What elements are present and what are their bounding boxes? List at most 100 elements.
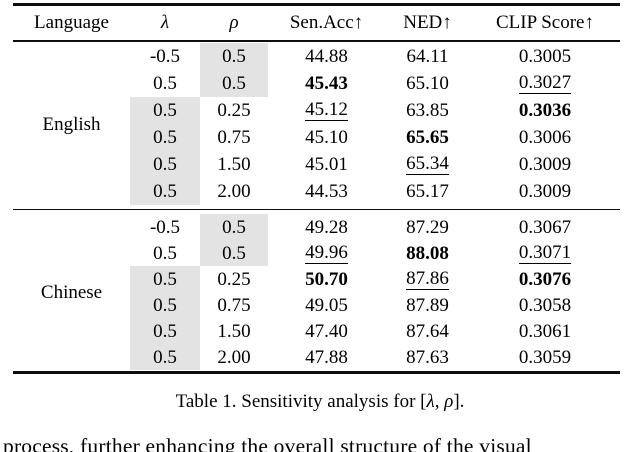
- cell-clip: 0.3076: [470, 266, 620, 292]
- cell-ned: 87.64: [385, 318, 470, 344]
- cell-value: 0.3006: [518, 127, 572, 148]
- column-header-lambda: λ: [160, 11, 170, 33]
- cell-lambda: 0.5: [130, 70, 200, 97]
- cell-rho: 0.5: [200, 214, 268, 240]
- cell-value: 0.3071: [518, 241, 572, 264]
- cell-value: 0.5: [222, 73, 246, 94]
- cell-sen: 44.88: [268, 43, 385, 70]
- cell-sen: 45.10: [268, 124, 385, 151]
- cell-value: 0.3058: [518, 294, 572, 316]
- column-header-language: Language: [34, 11, 109, 33]
- cell-value: 0.5: [222, 242, 246, 264]
- cell-value: 47.40: [305, 320, 348, 342]
- cell-rho: 2.00: [200, 344, 268, 370]
- cell-value: 0.75: [217, 294, 251, 316]
- cell-sen: 45.43: [268, 70, 385, 97]
- cell-value: 0.5: [153, 73, 177, 94]
- table-section-english: English -0.5 0.5 44.88 64.11 0.3005 0.5 0.5 45.4…: [13, 43, 620, 205]
- cell-ned: 87.89: [385, 292, 470, 318]
- cell-value: 0.5: [222, 46, 246, 67]
- cell-value: 0.5: [222, 216, 246, 238]
- cell-value: 0.5: [153, 268, 177, 290]
- cell-clip: 0.3071: [470, 240, 620, 266]
- cell-value: 87.89: [406, 294, 449, 316]
- language-label: Chinese: [40, 281, 103, 303]
- cell-value: 0.3005: [518, 46, 572, 67]
- cell-value: 87.86: [406, 267, 449, 290]
- cell-value: 0.5: [153, 320, 177, 342]
- cell-value: 44.88: [305, 46, 348, 67]
- cell-value: 45.10: [305, 127, 348, 148]
- table-top-rule: [13, 3, 620, 6]
- table-header-rule: [13, 40, 620, 42]
- cell-lambda: 0.5: [130, 292, 200, 318]
- cell-ned: 64.11: [385, 43, 470, 70]
- cell-rho: 0.25: [200, 97, 268, 124]
- cell-rho: 0.75: [200, 124, 268, 151]
- cell-sen: 49.96: [268, 240, 385, 266]
- cell-clip: 0.3009: [470, 151, 620, 178]
- table-section-chinese: Chinese -0.5 0.5 49.28 87.29 0.3067 0.5 0.5 49.9…: [13, 214, 620, 370]
- cell-value: 0.3009: [518, 154, 572, 175]
- cell-value: 2.00: [217, 181, 251, 202]
- cell-value: 0.75: [217, 127, 251, 148]
- cell-value: 0.5: [153, 346, 177, 368]
- cell-rho: 1.50: [200, 151, 268, 178]
- cell-value: 64.11: [406, 46, 449, 67]
- cell-ned: 65.10: [385, 70, 470, 97]
- cell-clip: 0.3036: [470, 97, 620, 124]
- cell-value: 0.3009: [518, 181, 572, 202]
- cell-value: 0.5: [153, 294, 177, 316]
- cell-value: 88.08: [406, 242, 449, 264]
- table-section-divider-rule: [13, 208, 620, 211]
- cell-value: 49.96: [305, 241, 348, 264]
- cell-value: 87.29: [406, 216, 449, 238]
- cell-value: -0.5: [149, 216, 181, 238]
- table-caption-suffix: ].: [453, 391, 465, 412]
- cell-sen: 47.40: [268, 318, 385, 344]
- cell-value: 0.3076: [518, 268, 572, 290]
- cell-value: 0.5: [153, 181, 177, 202]
- cell-lambda: 0.5: [130, 151, 200, 178]
- cell-value: 0.5: [153, 154, 177, 175]
- cell-value: 65.17: [406, 181, 449, 202]
- cell-value: 47.88: [305, 346, 348, 368]
- cell-value: 44.53: [305, 181, 348, 202]
- cell-value: 0.3067: [518, 216, 572, 238]
- cell-value: 0.5: [153, 127, 177, 148]
- cell-ned: 65.17: [385, 178, 470, 205]
- column-header-clip-score: CLIP Score↑: [496, 11, 594, 33]
- cell-ned: 65.65: [385, 124, 470, 151]
- cell-ned: 65.34: [385, 151, 470, 178]
- cell-clip: 0.3061: [470, 318, 620, 344]
- table-header-row: Language λ ρ Sen.Acc↑ NED↑ CLIP Score↑: [13, 7, 620, 37]
- cell-rho: 0.5: [200, 240, 268, 266]
- cell-rho: 1.50: [200, 318, 268, 344]
- cell-clip: 0.3059: [470, 344, 620, 370]
- cell-value: 49.28: [305, 216, 348, 238]
- cell-sen: 49.28: [268, 214, 385, 240]
- cell-lambda: 0.5: [130, 318, 200, 344]
- cell-lambda: 0.5: [130, 97, 200, 124]
- cell-rho: 0.25: [200, 266, 268, 292]
- cell-value: -0.5: [149, 46, 181, 67]
- cell-value: 1.50: [217, 154, 251, 175]
- cell-lambda: -0.5: [130, 214, 200, 240]
- cell-ned: 87.29: [385, 214, 470, 240]
- cell-value: 2.00: [217, 346, 251, 368]
- cell-sen: 45.12: [268, 97, 385, 124]
- language-label: English: [42, 113, 101, 135]
- cell-sen: 49.05: [268, 292, 385, 318]
- cell-lambda: 0.5: [130, 178, 200, 205]
- cell-clip: 0.3027: [470, 70, 620, 97]
- cell-clip: 0.3058: [470, 292, 620, 318]
- cell-value: 0.3027: [518, 72, 572, 94]
- cell-value: 65.65: [406, 127, 449, 148]
- cell-lambda: 0.5: [130, 266, 200, 292]
- cell-lambda: 0.5: [130, 344, 200, 370]
- cell-sen: 47.88: [268, 344, 385, 370]
- cell-sen: 44.53: [268, 178, 385, 205]
- cell-clip: 0.3067: [470, 214, 620, 240]
- cell-value: 87.64: [406, 320, 449, 342]
